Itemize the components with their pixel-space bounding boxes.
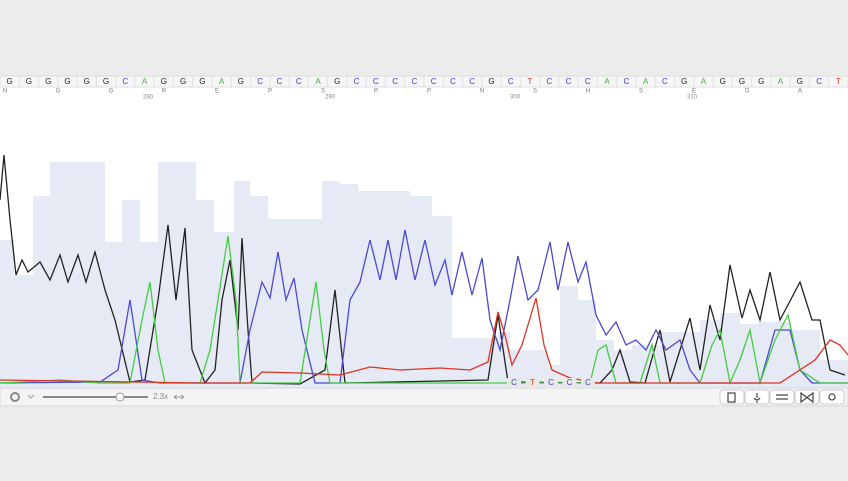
position: 300: [510, 95, 521, 101]
swap-button[interactable]: [769, 389, 795, 405]
amino-acid: E: [692, 89, 696, 95]
amino-acid: S: [321, 89, 325, 95]
amino-acid: A: [798, 89, 802, 95]
base: G: [64, 77, 70, 86]
base: G: [334, 77, 340, 86]
base: C: [392, 77, 398, 86]
position: 280: [143, 95, 154, 101]
amino-acid: S: [639, 89, 643, 95]
base: G: [161, 77, 167, 86]
edited-base: C: [511, 378, 517, 387]
base: G: [797, 77, 803, 86]
base: A: [778, 77, 784, 86]
base: C: [354, 77, 360, 86]
amino-acid: P: [374, 89, 378, 95]
base: C: [585, 77, 591, 86]
base: C: [277, 77, 283, 86]
fit-button[interactable]: [173, 394, 185, 400]
trim-button[interactable]: [819, 389, 845, 405]
base: T: [528, 77, 533, 86]
amino-acid: N: [3, 89, 7, 95]
trace-t: [0, 297, 848, 384]
amino-acid: P: [268, 89, 272, 95]
edited-base-box: [562, 378, 577, 388]
amino-acid: P: [427, 89, 431, 95]
edited-base: T: [530, 378, 535, 387]
base: G: [238, 77, 244, 86]
base: A: [315, 77, 321, 86]
base: G: [45, 77, 51, 86]
edited-base: C: [567, 378, 573, 387]
base: C: [662, 77, 668, 86]
edited-base-box: [581, 378, 595, 388]
base: C: [816, 77, 822, 86]
base: C: [623, 77, 629, 86]
base: G: [180, 77, 186, 86]
base: G: [199, 77, 205, 86]
base: C: [373, 77, 379, 86]
edited-base: C: [548, 378, 554, 387]
base: A: [643, 77, 649, 86]
base: T: [836, 77, 841, 86]
base: G: [758, 77, 764, 86]
amino-acid: S: [533, 89, 537, 95]
amino-acid: G: [56, 89, 61, 95]
amino-acid: E: [215, 89, 219, 95]
toolbar: [0, 387, 848, 407]
base: C: [257, 77, 263, 86]
base: A: [701, 77, 707, 86]
base: C: [122, 77, 128, 86]
quality-bars: [0, 162, 848, 388]
base: G: [488, 77, 494, 86]
base: A: [604, 77, 610, 86]
base: A: [142, 77, 148, 86]
position: 310: [687, 95, 698, 101]
edited-base-box: [525, 378, 540, 388]
amino-acid: G: [109, 89, 114, 95]
settings-button[interactable]: [10, 392, 20, 402]
edited-base: C: [585, 378, 591, 387]
base: G: [7, 77, 13, 86]
trace-a: [0, 235, 848, 386]
base: C: [450, 77, 456, 86]
base: C: [508, 77, 514, 86]
base: C: [469, 77, 475, 86]
clipboard-button[interactable]: [719, 389, 745, 405]
position: 290: [325, 95, 336, 101]
base: G: [720, 77, 726, 86]
tool-icons: [727, 391, 836, 404]
base: C: [296, 77, 302, 86]
edited-base-box: [544, 378, 558, 388]
amino-acid: G: [745, 89, 750, 95]
base: G: [681, 77, 687, 86]
settings-caret: [27, 394, 35, 399]
edited-base-box: [507, 378, 521, 388]
tool-buttons: [719, 389, 845, 405]
trace-c: [0, 229, 848, 384]
base: G: [739, 77, 745, 86]
base: A: [219, 77, 225, 86]
zoom-knob[interactable]: [115, 392, 125, 402]
base: G: [103, 77, 109, 86]
base: G: [26, 77, 32, 86]
zoom-level: 2.3x: [153, 392, 168, 401]
base: C: [411, 77, 417, 86]
base: G: [84, 77, 90, 86]
amino-acid: N: [480, 89, 484, 95]
base: C: [431, 77, 437, 86]
base: C: [566, 77, 572, 86]
amino-acid: R: [162, 89, 167, 95]
amino-acid: H: [586, 89, 590, 95]
base: C: [546, 77, 552, 86]
